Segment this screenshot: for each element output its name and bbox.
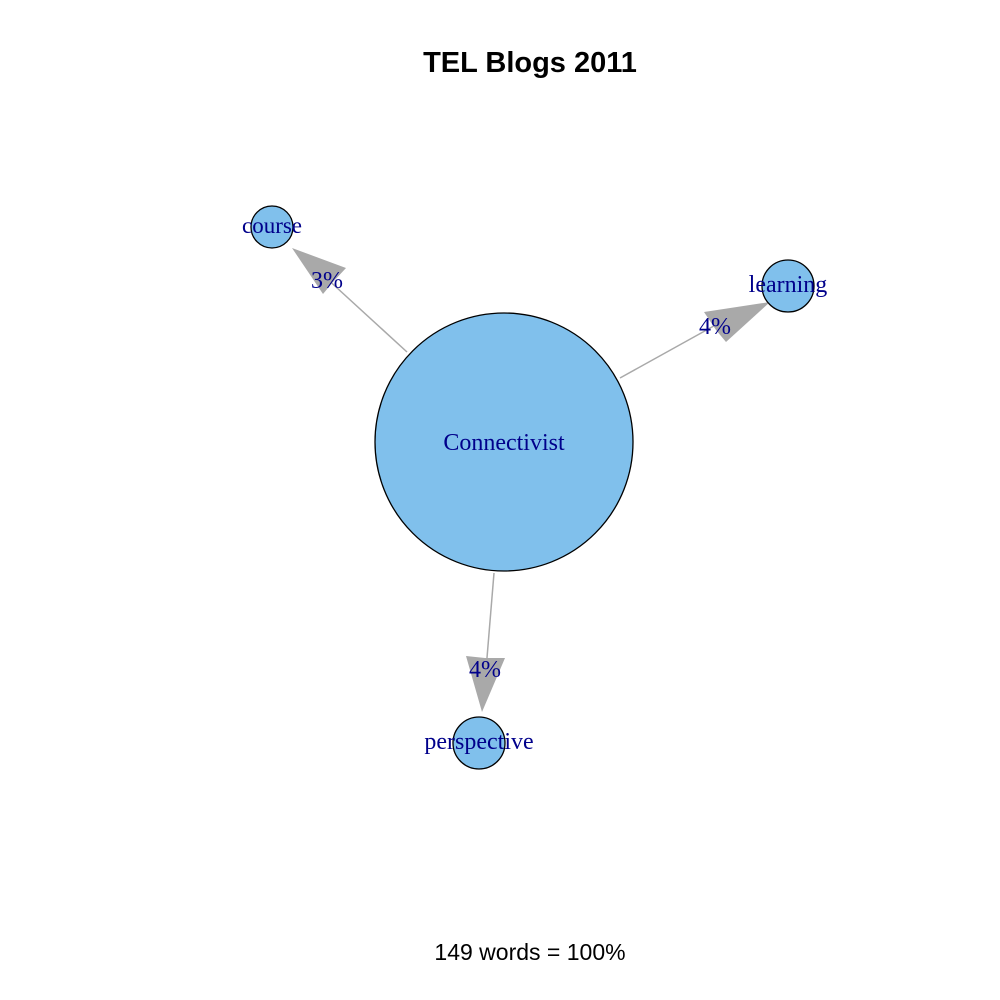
node-learning[interactable] [761,259,815,313]
node-course[interactable] [250,205,294,249]
node-label-course: course [242,213,302,238]
edge-line-learning [619,316,731,379]
edge-arrow-course [292,248,346,294]
edge-label-learning: 4% [699,314,731,340]
node-labels-layer: Connectivist course learning perspective [242,213,827,755]
edge-labels-layer: 3% 4% 4% [311,268,731,683]
node-connectivist[interactable] [374,312,634,572]
nodes-layer [250,205,815,770]
node-label-connectivist: Connectivist [443,430,565,456]
node-label-perspective: perspective [424,729,533,755]
edge-label-perspective: 4% [469,657,501,683]
node-perspective[interactable] [452,716,506,770]
edge-label-course: 3% [311,268,343,294]
node-label-learning: learning [749,272,828,298]
edge-arrow-perspective [466,656,505,712]
edge-arrow-learning [704,302,770,342]
word-count-caption: 149 words = 100% [434,939,625,965]
edges-layer [292,248,770,712]
diagram-title: TEL Blogs 2011 [423,47,637,79]
